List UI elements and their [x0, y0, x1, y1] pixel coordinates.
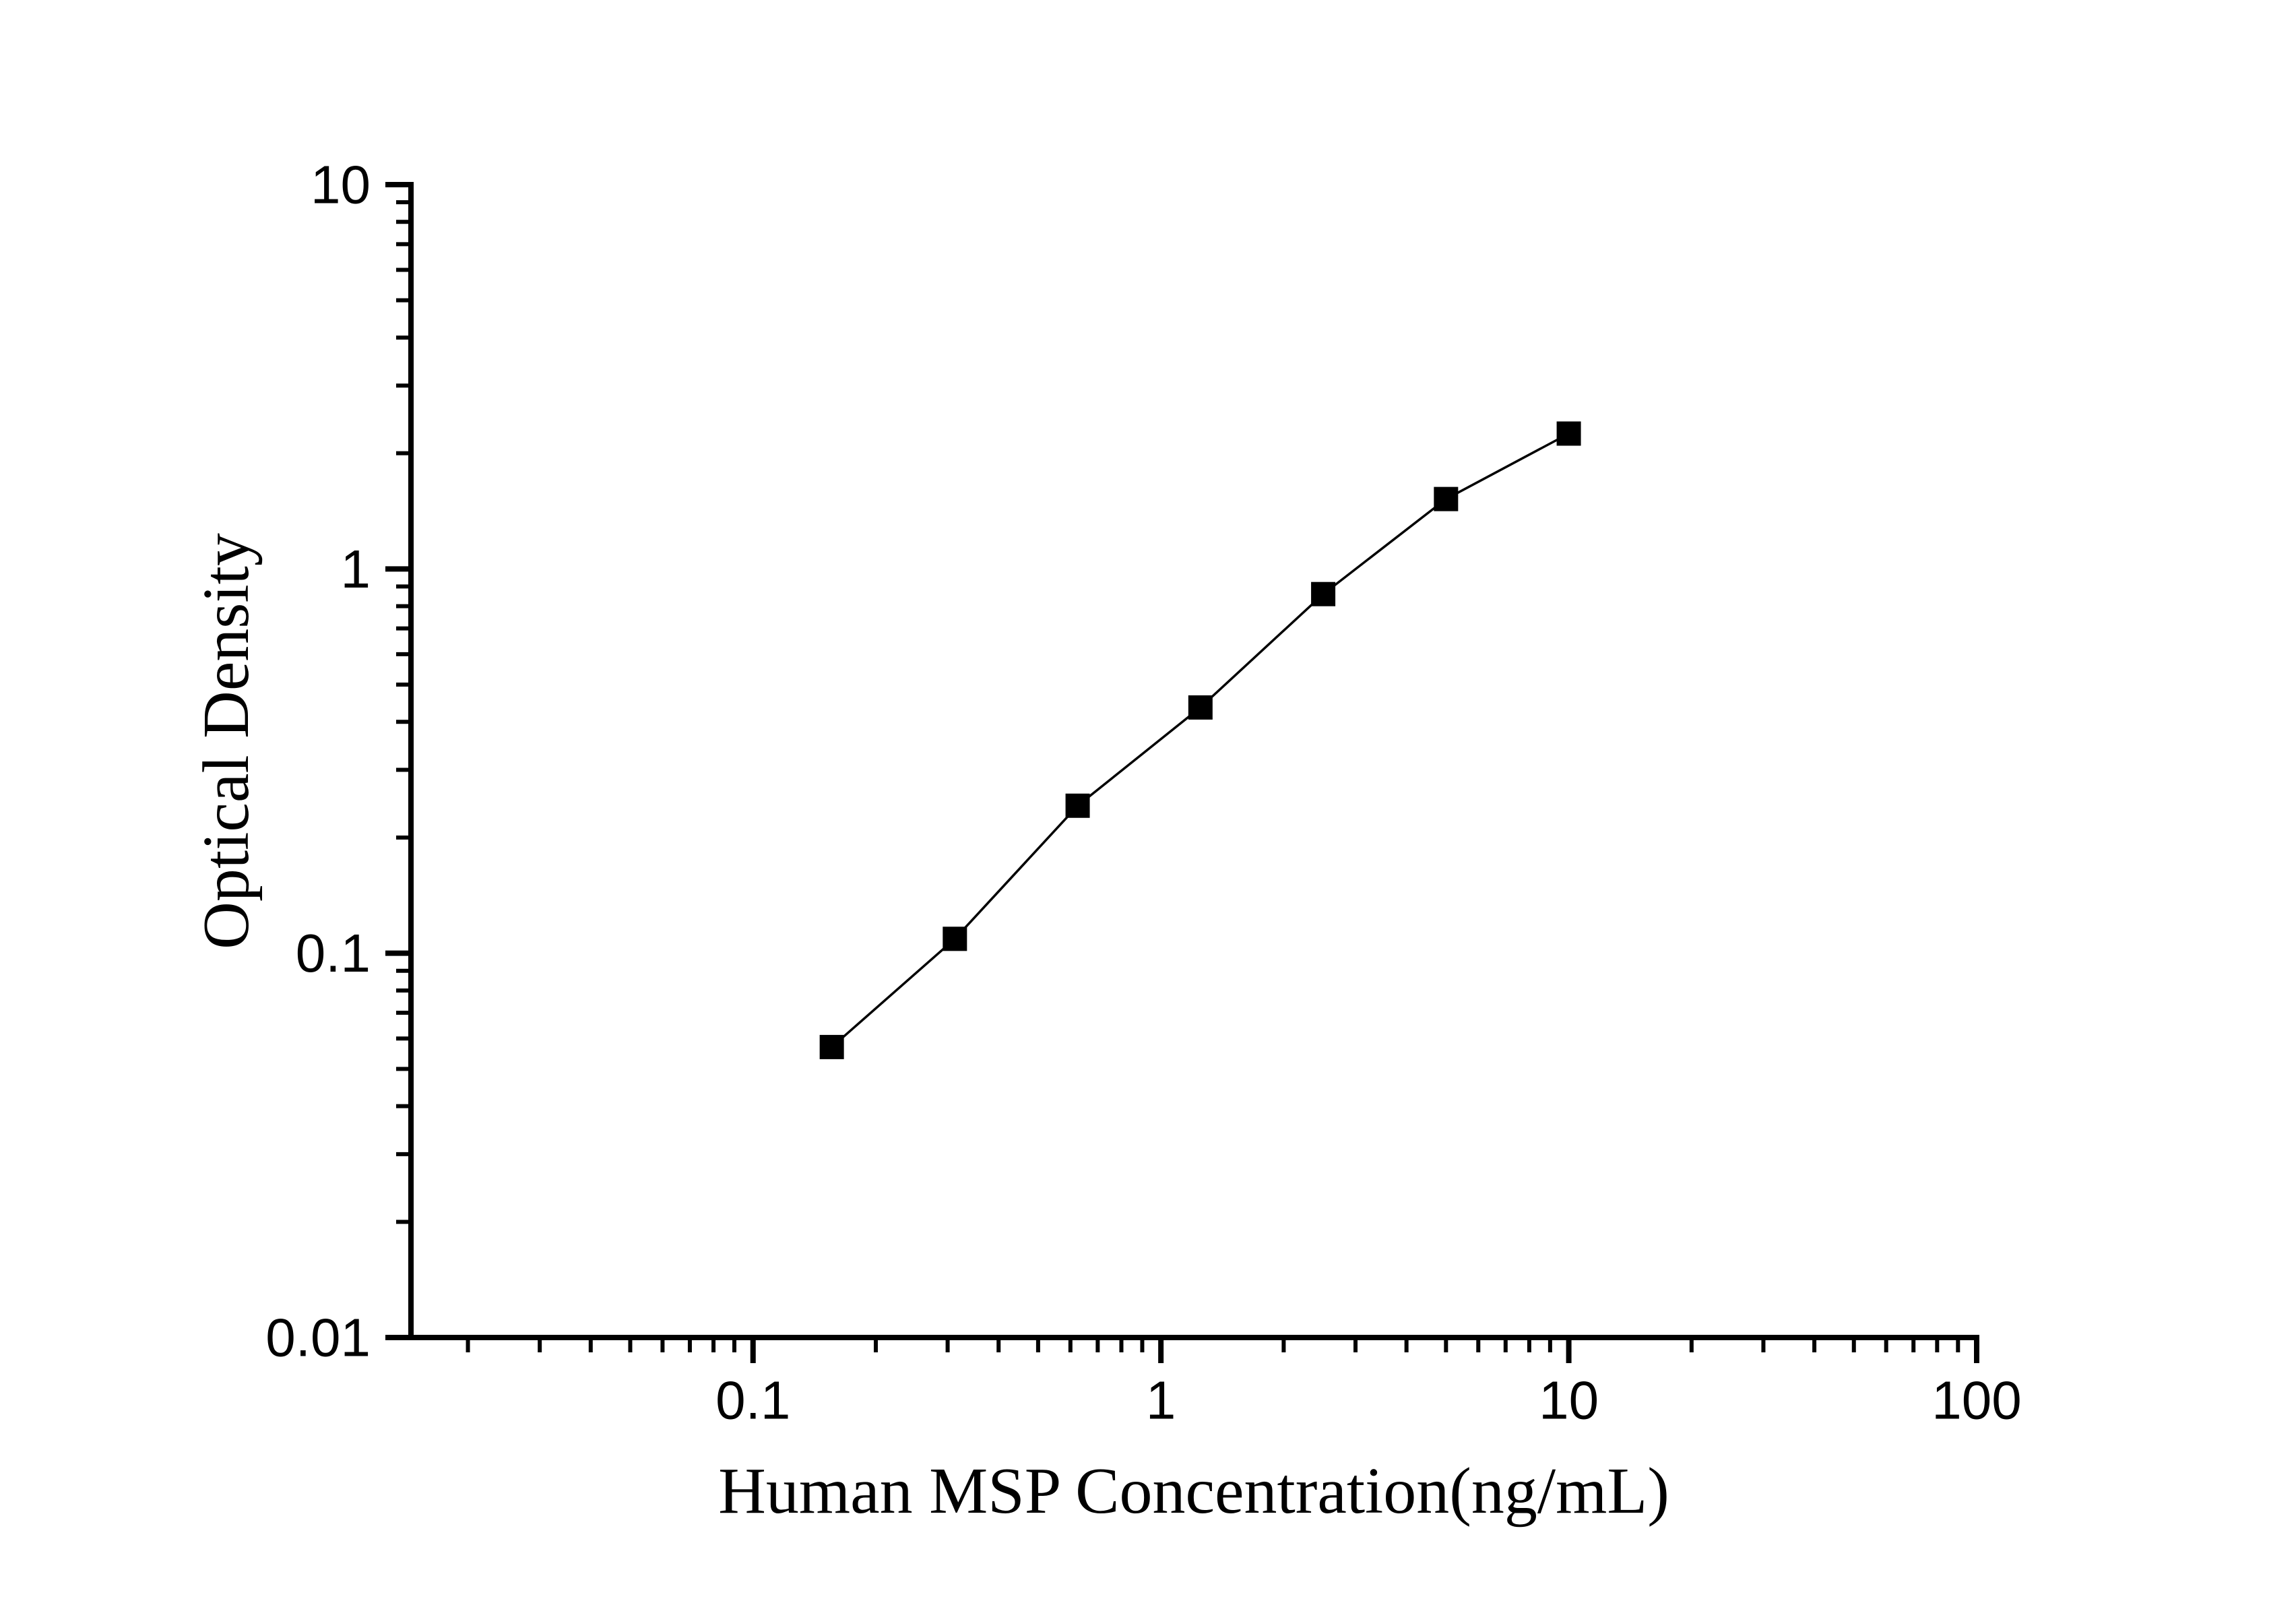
series-group: [819, 421, 1581, 1059]
data-point-marker: [1065, 793, 1090, 818]
y-tick-label: 0.1: [296, 923, 371, 983]
y-axis: 0.01 0.1 1 10: [265, 155, 414, 1368]
data-point-marker: [1311, 582, 1336, 606]
y-tick-label: 0.01: [265, 1308, 371, 1368]
x-axis: 0.1 1 10 100: [408, 1335, 2022, 1431]
y-axis-title: Optical Density: [190, 533, 263, 949]
x-tick-label: 10: [1539, 1371, 1599, 1431]
data-point-marker: [819, 1034, 844, 1059]
data-point-marker: [1556, 421, 1581, 446]
x-tick-label: 100: [1932, 1371, 2021, 1431]
x-tick-label: 1: [1146, 1371, 1176, 1431]
data-point-marker: [1434, 486, 1459, 511]
data-point-marker: [1188, 695, 1213, 720]
y-tick-label: 1: [341, 539, 371, 599]
data-point-marker: [943, 926, 967, 951]
x-tick-label: 0.1: [715, 1371, 790, 1431]
y-tick-label: 10: [311, 155, 371, 215]
x-axis-title: Human MSP Concentration(ng/mL): [718, 1455, 1669, 1528]
